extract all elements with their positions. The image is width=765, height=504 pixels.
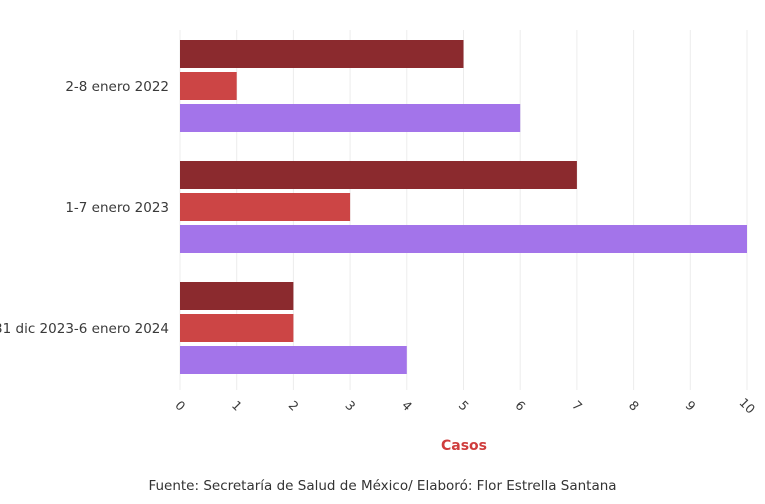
x-tick-label: 6 — [512, 398, 528, 414]
source-caption: Fuente: Secretaría de Salud de México/ E… — [148, 478, 617, 494]
x-tick-label: 5 — [456, 398, 472, 414]
category-label: 31 dic 2023-6 enero 2024 — [0, 321, 169, 337]
bar — [180, 282, 294, 310]
bar — [180, 40, 464, 68]
x-tick-label: 4 — [399, 398, 415, 414]
category-label: 1-7 enero 2023 — [65, 200, 169, 216]
x-axis-title: Casos — [441, 438, 487, 454]
x-tick-label: 3 — [342, 398, 358, 414]
x-tick-label: 1 — [229, 398, 245, 414]
bar-chart: 0 1 2 3 4 5 6 7 8 9 10 2-8 enero 2022 1-7 enero 2023… — [0, 30, 758, 454]
bar — [180, 346, 407, 374]
bar — [180, 314, 294, 342]
x-tick-label: 2 — [286, 398, 302, 414]
x-tick-label: 0 — [172, 398, 188, 414]
x-tick-label: 10 — [736, 395, 758, 417]
bar — [180, 72, 237, 100]
bar — [180, 225, 747, 253]
category-label: 2-8 enero 2022 — [65, 79, 169, 95]
bar — [180, 161, 577, 189]
x-tick-label: 9 — [683, 398, 699, 414]
bar — [180, 104, 521, 132]
x-tick-label: 7 — [569, 398, 585, 414]
x-tick-label: 8 — [626, 398, 642, 414]
bar — [180, 193, 351, 221]
